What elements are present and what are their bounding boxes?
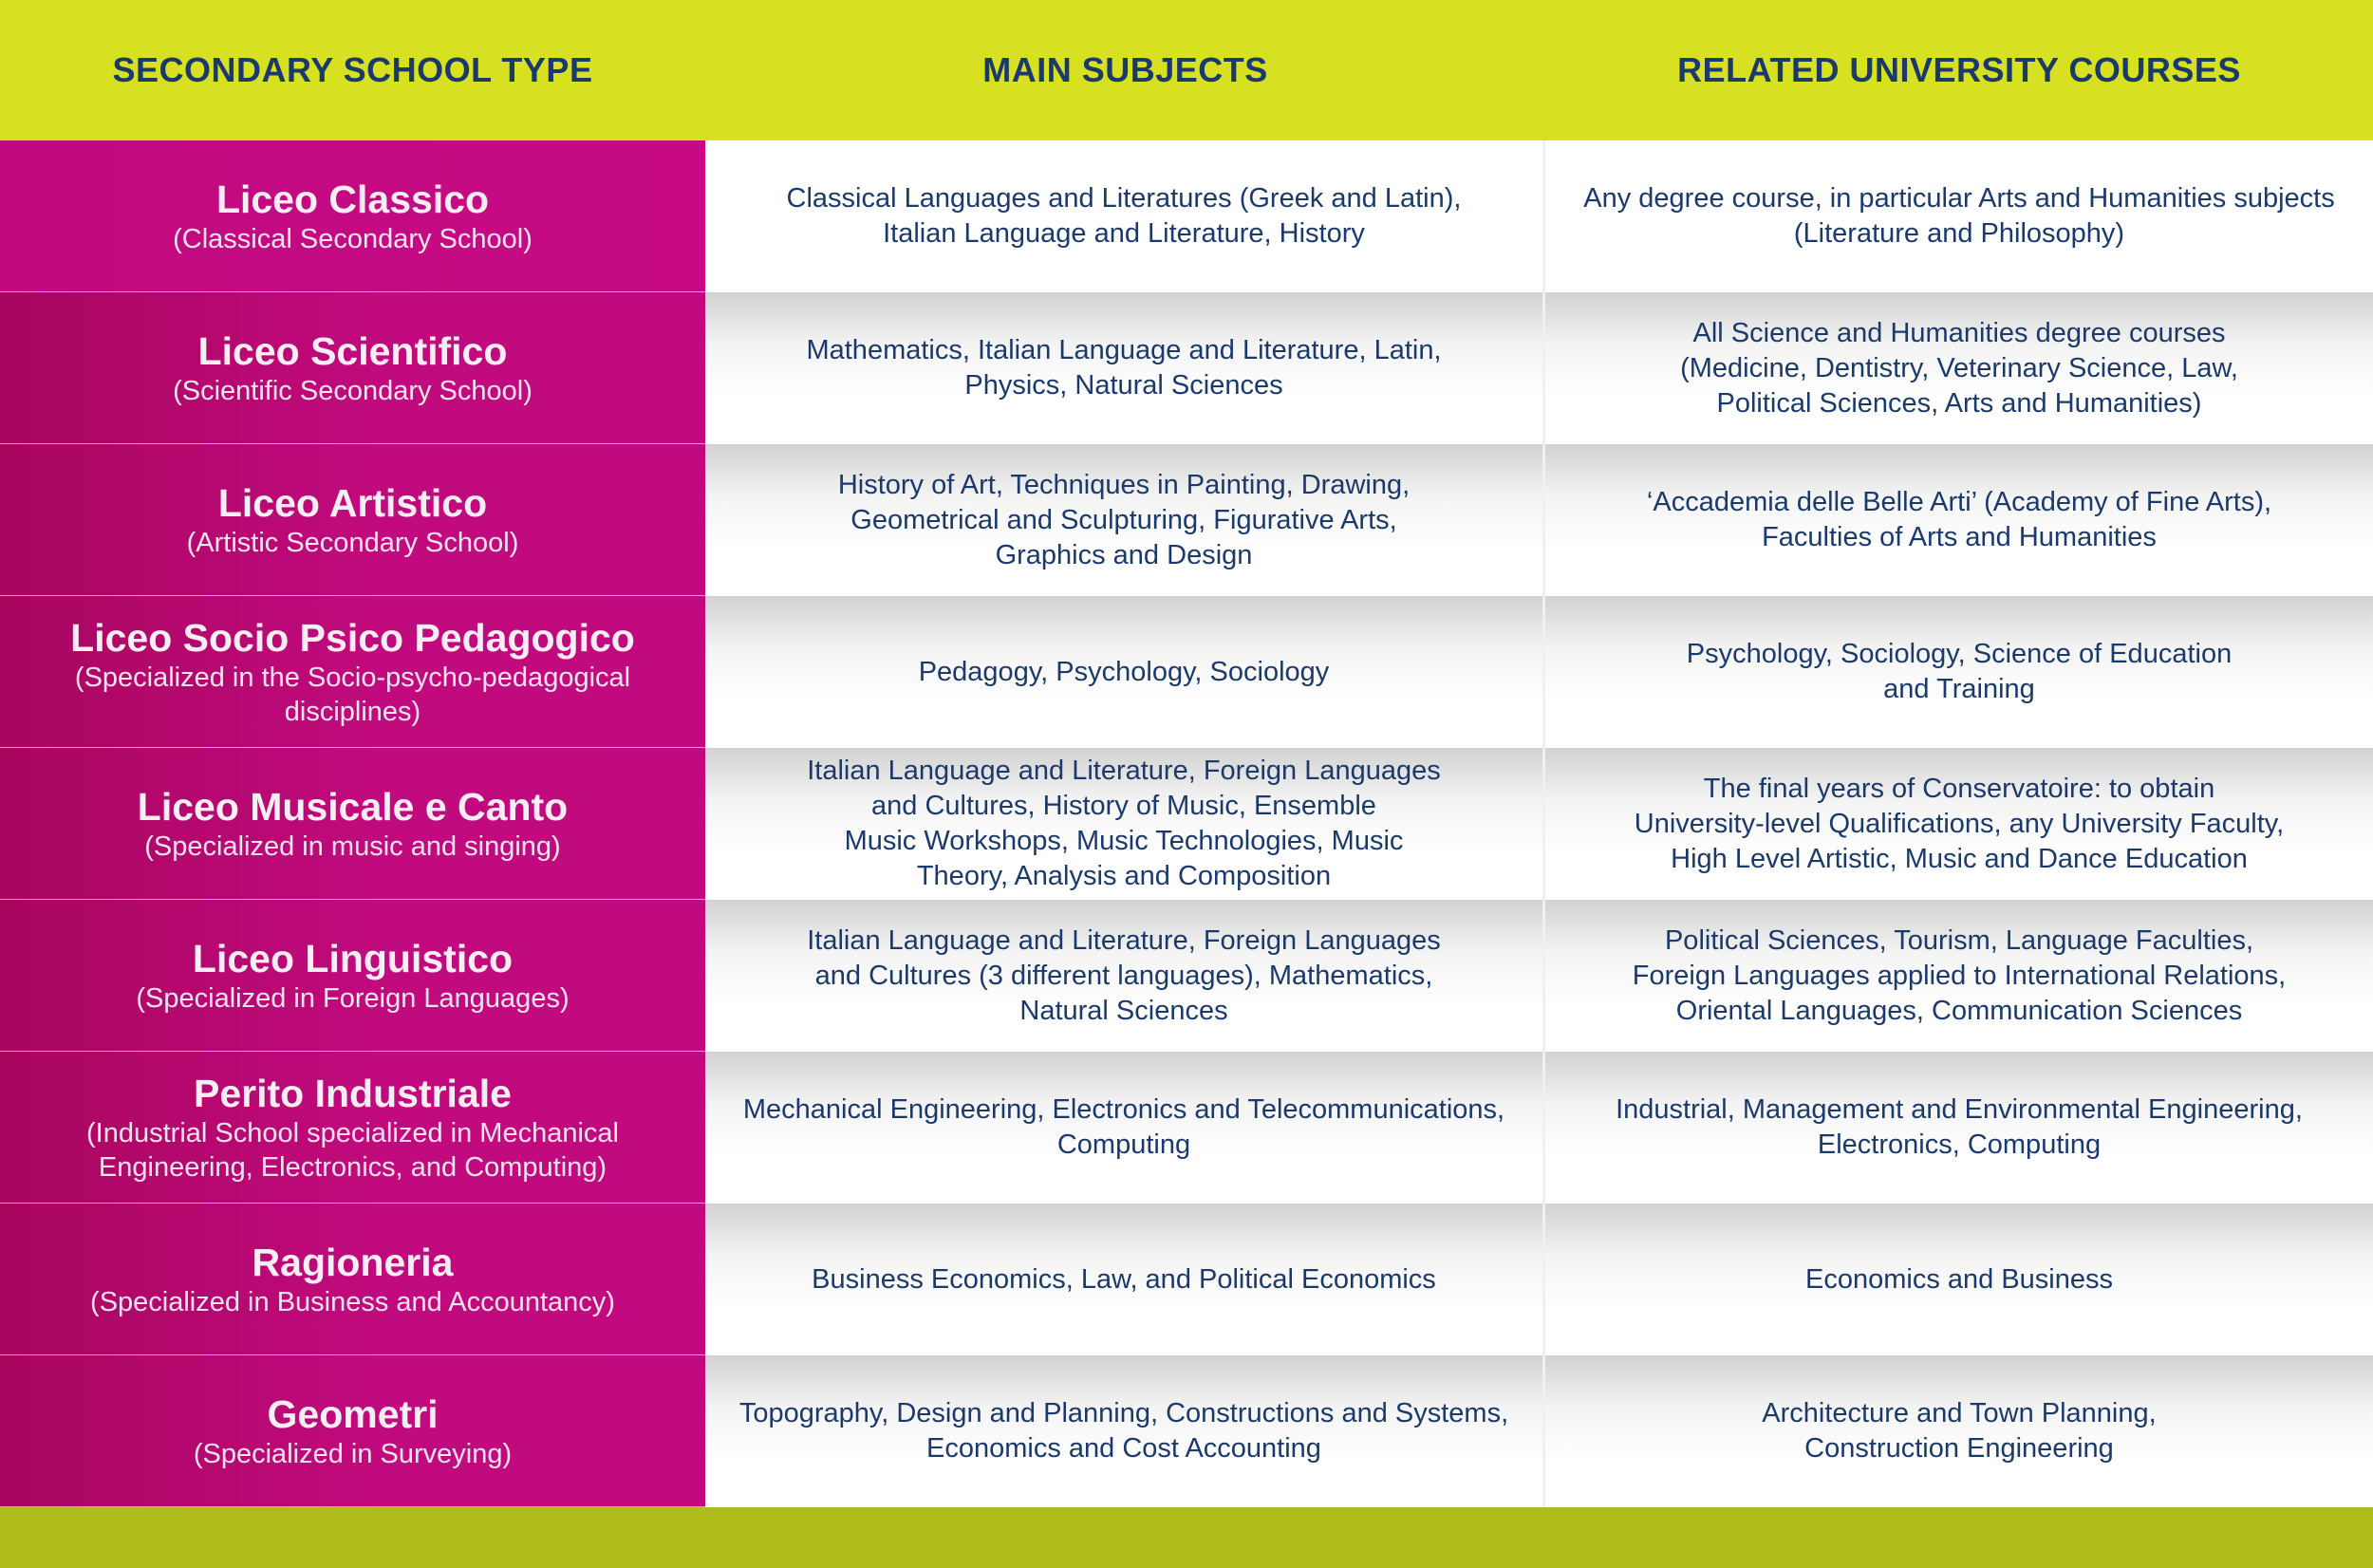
table-row: Geometri (Specialized in Surveying) Topo… [0, 1355, 2373, 1507]
university-courses-cell: Psychology, Sociology, Science of Educat… [1545, 596, 2373, 748]
school-type-cell: Liceo Artistico (Artistic Secondary Scho… [0, 444, 705, 596]
main-subjects-cell: Mechanical Engineering, Electronics and … [705, 1052, 1545, 1204]
school-name: Liceo Socio Psico Pedagogico [70, 615, 635, 660]
university-courses-cell: The final years of Conservatoire: to obt… [1545, 748, 2373, 900]
university-courses-text: Any degree course, in particular Arts an… [1583, 183, 2335, 249]
main-subjects-cell: History of Art, Techniques in Painting, … [705, 444, 1545, 596]
header-main-subjects: MAIN SUBJECTS [982, 50, 1268, 89]
school-description: (Specialized in Foreign Languages) [136, 982, 570, 1014]
table-row: Liceo Socio Psico Pedagogico (Specialize… [0, 596, 2373, 748]
school-name: Geometri [267, 1391, 439, 1436]
main-subjects-cell: Pedagogy, Psychology, Sociology [705, 596, 1545, 748]
university-courses-text: The final years of Conservatoire: to obt… [1634, 773, 2285, 874]
school-name: Liceo Linguistico [192, 936, 514, 980]
school-name: Liceo Artistico [217, 480, 488, 525]
school-description: (Industrial School specialized in Mechan… [86, 1117, 619, 1183]
university-courses-text: Political Sciences, Tourism, Language Fa… [1632, 924, 2287, 1026]
table-row: Liceo Classico (Classical Secondary Scho… [0, 140, 2373, 292]
main-subjects-text: Topography, Design and Planning, Constru… [738, 1398, 1509, 1464]
main-subjects-text: Mechanical Engineering, Electronics and … [742, 1094, 1505, 1160]
university-courses-text: ‘Accademia delle Belle Arti’ (Academy of… [1646, 487, 2272, 552]
main-subjects-cell: Topography, Design and Planning, Constru… [705, 1355, 1545, 1507]
school-description: (Specialized in the Socio-psycho-pedagog… [74, 662, 631, 727]
main-subjects-cell: Business Economics, Law, and Political E… [705, 1204, 1545, 1355]
school-description: (Specialized in Business and Accountancy… [90, 1286, 615, 1317]
table-row: Liceo Scientifico (Scientific Secondary … [0, 292, 2373, 444]
university-courses-text: Economics and Business [1805, 1263, 2113, 1295]
university-courses-cell: Architecture and Town Planning, Construc… [1545, 1355, 2373, 1507]
table-row: Ragioneria (Specialized in Business and … [0, 1204, 2373, 1355]
school-type-cell: Liceo Socio Psico Pedagogico (Specialize… [0, 596, 705, 748]
school-name: Liceo Scientifico [197, 328, 508, 373]
school-type-cell: Ragioneria (Specialized in Business and … [0, 1204, 705, 1355]
school-type-cell: Liceo Linguistico (Specialized in Foreig… [0, 900, 705, 1052]
school-type-cell: Liceo Scientifico (Scientific Secondary … [0, 292, 705, 444]
school-description: (Scientific Secondary School) [173, 375, 533, 406]
school-description: (Artistic Secondary School) [186, 527, 519, 558]
main-subjects-text: History of Art, Techniques in Painting, … [837, 469, 1411, 570]
university-courses-cell: Industrial, Management and Environmental… [1545, 1052, 2373, 1204]
university-courses-text: Industrial, Management and Environmental… [1616, 1094, 2303, 1160]
table-header: SECONDARY SCHOOL TYPE MAIN SUBJECTS RELA… [0, 0, 2373, 140]
school-description: (Specialized in music and singing) [144, 831, 561, 862]
school-name: Perito Industriale [194, 1071, 512, 1115]
university-courses-cell: Economics and Business [1545, 1204, 2373, 1355]
header-university-courses: RELATED UNIVERSITY COURSES [1677, 50, 2241, 89]
table-row: Liceo Musicale e Canto (Specialized in m… [0, 748, 2373, 900]
main-subjects-cell: Mathematics, Italian Language and Litera… [705, 292, 1545, 444]
university-courses-text: All Science and Humanities degree course… [1680, 317, 2238, 419]
school-type-cell: Geometri (Specialized in Surveying) [0, 1355, 705, 1507]
school-description: (Classical Secondary School) [173, 223, 533, 254]
university-courses-cell: Any degree course, in particular Arts an… [1545, 140, 2373, 292]
main-subjects-cell: Classical Languages and Literatures (Gre… [705, 140, 1545, 292]
school-type-cell: Liceo Musicale e Canto (Specialized in m… [0, 748, 705, 900]
school-name: Ragioneria [252, 1240, 454, 1284]
table-row: Liceo Linguistico (Specialized in Foreig… [0, 900, 2373, 1052]
table-row: Perito Industriale (Industrial School sp… [0, 1052, 2373, 1204]
header-school-type: SECONDARY SCHOOL TYPE [112, 50, 593, 89]
school-type-cell: Liceo Classico (Classical Secondary Scho… [0, 140, 705, 292]
school-name: Liceo Classico [215, 177, 490, 221]
university-courses-cell: Political Sciences, Tourism, Language Fa… [1545, 900, 2373, 1052]
university-courses-cell: ‘Accademia delle Belle Arti’ (Academy of… [1545, 444, 2373, 596]
main-subjects-text: Business Economics, Law, and Political E… [812, 1263, 1436, 1295]
main-subjects-text: Pedagogy, Psychology, Sociology [918, 656, 1330, 687]
main-subjects-text: Italian Language and Literature, Foreign… [807, 924, 1441, 1026]
university-courses-text: Architecture and Town Planning, Construc… [1762, 1398, 2157, 1464]
main-subjects-text: Classical Languages and Literatures (Gre… [786, 183, 1462, 249]
school-description: (Specialized in Surveying) [193, 1438, 513, 1469]
table-body: Liceo Classico (Classical Secondary Scho… [0, 140, 2373, 1507]
footer-bar [0, 1507, 2373, 1568]
main-subjects-text: Mathematics, Italian Language and Litera… [806, 335, 1442, 401]
university-courses-text: Psychology, Sociology, Science of Educat… [1686, 639, 2233, 704]
table-row: Liceo Artistico (Artistic Secondary Scho… [0, 444, 2373, 596]
school-type-cell: Perito Industriale (Industrial School sp… [0, 1052, 705, 1204]
main-subjects-cell: Italian Language and Literature, Foreign… [705, 748, 1545, 900]
school-name: Liceo Musicale e Canto [137, 784, 569, 829]
university-courses-cell: All Science and Humanities degree course… [1545, 292, 2373, 444]
main-subjects-text: Italian Language and Literature, Foreign… [807, 756, 1441, 891]
main-subjects-cell: Italian Language and Literature, Foreign… [705, 900, 1545, 1052]
